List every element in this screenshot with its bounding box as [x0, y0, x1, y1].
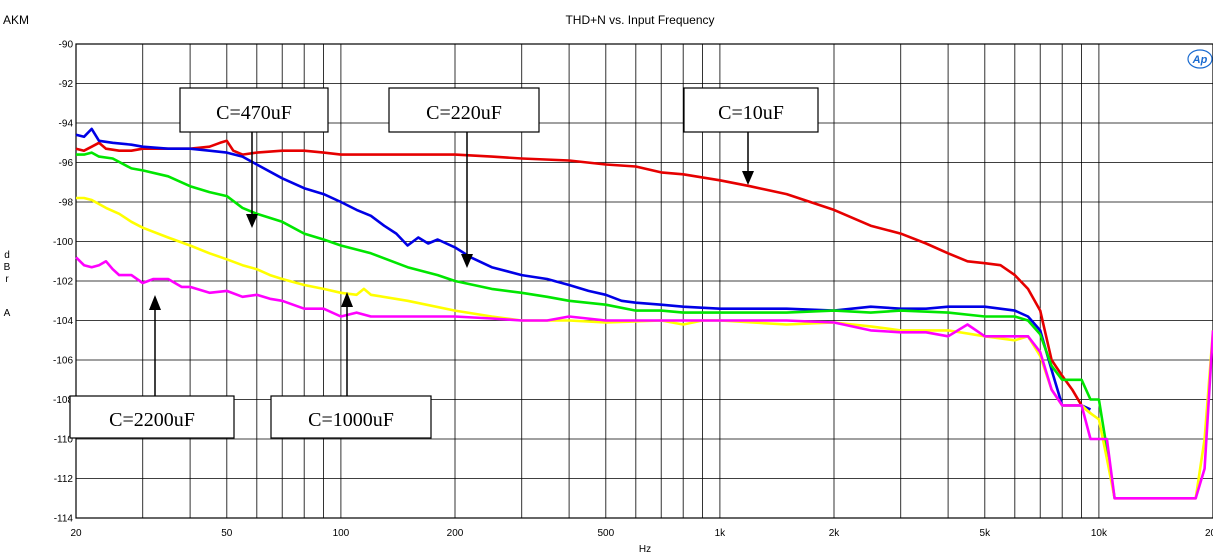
y-tick-label: -106 — [53, 356, 73, 367]
annotation-10-arrowhead — [742, 171, 754, 185]
annotation-10: C=10uF — [683, 87, 819, 185]
annotation-1000-box — [270, 395, 432, 439]
annotation-220-arrowhead — [461, 254, 473, 268]
y-tick-label: -112 — [54, 474, 74, 485]
data-series — [75, 127, 1213, 500]
annotation-470-box — [179, 87, 329, 133]
x-tick-label: 20k — [1205, 528, 1213, 539]
annotation-10-box — [683, 87, 819, 133]
x-tick-label: 2k — [829, 528, 841, 539]
y-tick-label: -108 — [53, 395, 73, 406]
annotation-10-text: C=10uF — [718, 102, 784, 124]
x-tick-label: 20 — [70, 528, 82, 539]
y-tick-label: -98 — [59, 198, 74, 209]
x-tick-label: 100 — [333, 528, 350, 539]
annotation-220: C=220uF — [388, 87, 540, 268]
annotation-470-arrowhead — [246, 214, 258, 228]
annotation-470-text: C=470uF — [216, 102, 292, 124]
plot-frame — [75, 43, 1213, 519]
x-tick-label: 200 — [447, 528, 464, 539]
x-tick-label: 500 — [597, 528, 614, 539]
y-tick-label: -102 — [53, 277, 73, 288]
series-line-2 — [75, 127, 1092, 411]
annotation-2200-arrowhead — [149, 295, 161, 310]
ap-logo: Ap — [1187, 49, 1213, 69]
brand-label: AKM — [3, 13, 29, 27]
y-axis-label-r: r — [5, 274, 9, 285]
series-line-1 — [75, 139, 1092, 415]
x-tick-label: 5k — [980, 528, 992, 539]
y-tick-label: -110 — [54, 435, 74, 446]
x-axis-label: Hz — [639, 544, 651, 555]
annotation-2200-text: C=2200uF — [109, 409, 195, 431]
x-tick-label: 1k — [715, 528, 727, 539]
series-line-4 — [76, 196, 1213, 500]
annotation-2200: C=2200uF — [69, 295, 235, 439]
y-tick-label: -96 — [59, 158, 74, 169]
x-tick-label: 10k — [1091, 528, 1108, 539]
annotation-470: C=470uF — [179, 87, 329, 228]
annotation-1000-text: C=1000uF — [308, 409, 394, 431]
annotation-1000: C=1000uF — [270, 292, 432, 439]
annotation-1000-arrowhead — [341, 292, 353, 307]
ap-logo-text: Ap — [1192, 54, 1208, 66]
series-line-5 — [75, 256, 1213, 500]
y-tick-label: -100 — [53, 237, 73, 248]
y-tick-label: -114 — [54, 514, 74, 525]
x-tick-label: 50 — [221, 528, 233, 539]
annotation-220-box — [388, 87, 540, 133]
y-tick-label: -104 — [53, 316, 73, 327]
y-axis-label-b: B — [4, 262, 11, 273]
y-axis-label-d: d — [4, 250, 10, 261]
chart-title: THD+N vs. Input Frequency — [565, 13, 714, 27]
annotation-2200-box — [69, 395, 235, 439]
x-tick-labels: 20 50 100 200 500 1k 2k 5k 10k 20k — [70, 528, 1213, 539]
y-axis-label-a: A — [4, 308, 11, 319]
y-axis-label: d B r A — [4, 250, 11, 319]
y-tick-label: -92 — [59, 79, 74, 90]
annotation-220-text: C=220uF — [426, 102, 502, 124]
y-tick-labels: -90 -92 -94 -96 -98 -100 -102 -104 -106 -108 -110 -… — [53, 40, 73, 525]
y-tick-label: -94 — [59, 119, 74, 130]
y-tick-label: -90 — [59, 40, 74, 51]
series-line-3 — [76, 151, 1116, 499]
